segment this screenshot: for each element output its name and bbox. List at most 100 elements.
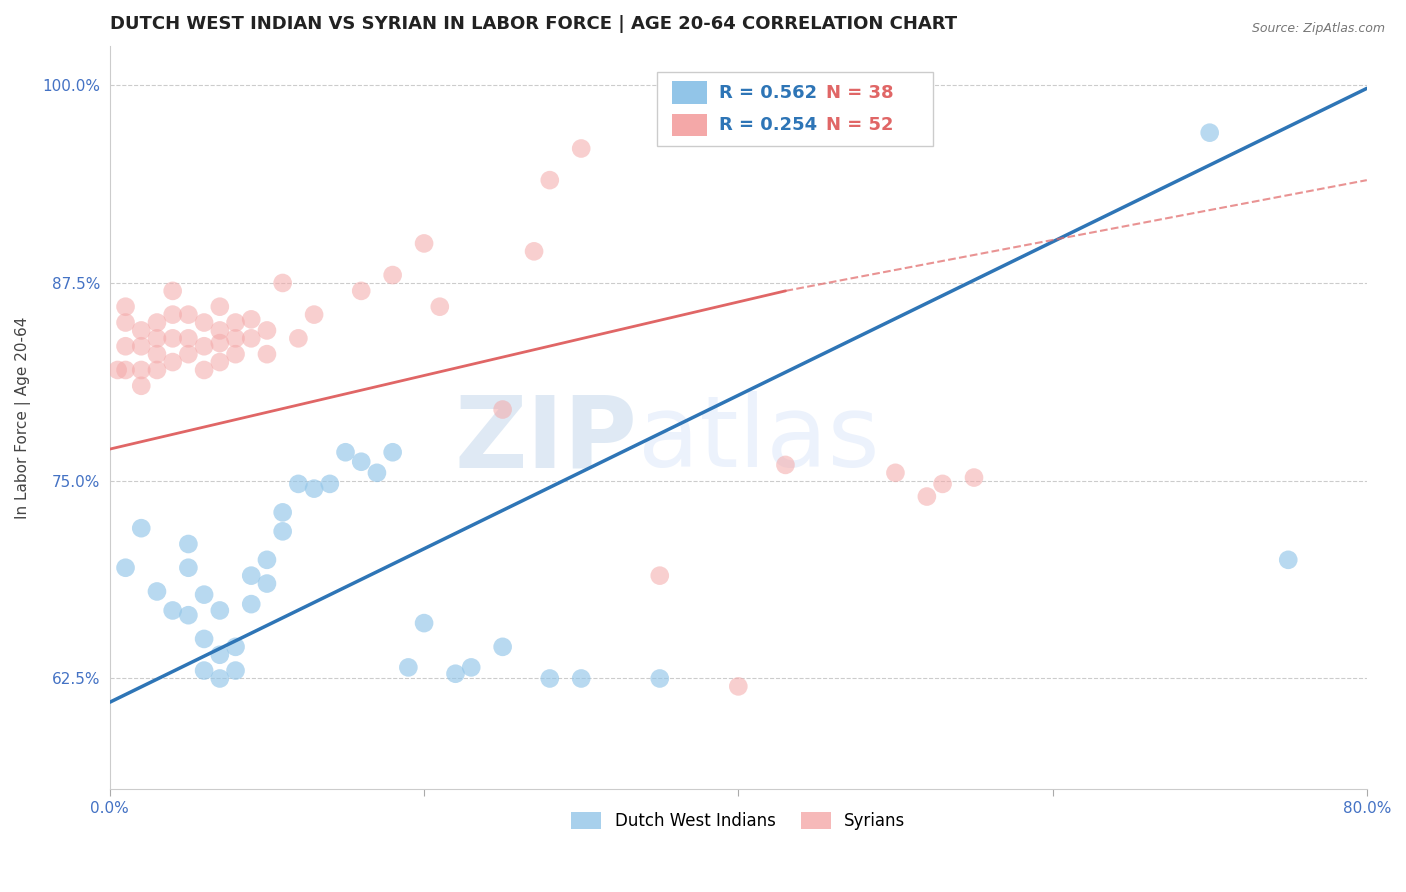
Point [538, 672, 561, 686]
Text: DUTCH WEST INDIAN VS SYRIAN IN LABOR FORCE | AGE 20-64 CORRELATION CHART: DUTCH WEST INDIAN VS SYRIAN IN LABOR FOR… [110, 15, 957, 33]
Point [193, 339, 215, 353]
Point [193, 588, 215, 602]
Point [523, 244, 546, 259]
Point [491, 640, 513, 654]
Point [350, 284, 373, 298]
Point [114, 339, 136, 353]
Text: R = 0.562: R = 0.562 [720, 84, 818, 102]
Point [396, 660, 419, 674]
Point [648, 568, 671, 582]
FancyBboxPatch shape [657, 71, 934, 146]
Point [129, 323, 152, 337]
FancyBboxPatch shape [672, 81, 707, 103]
Point [162, 355, 184, 369]
Point [429, 300, 451, 314]
Point [350, 455, 373, 469]
Point [256, 576, 278, 591]
Point [884, 466, 907, 480]
Point [381, 268, 404, 282]
Point [569, 672, 592, 686]
Point [129, 339, 152, 353]
Point [146, 316, 169, 330]
Text: atlas: atlas [638, 392, 879, 488]
Point [107, 363, 129, 377]
Point [413, 236, 436, 251]
Text: ZIP: ZIP [456, 392, 638, 488]
Point [225, 640, 247, 654]
Point [208, 300, 231, 314]
Point [963, 470, 986, 484]
Point [114, 300, 136, 314]
Point [177, 347, 200, 361]
Point [208, 672, 231, 686]
Point [114, 316, 136, 330]
Point [208, 603, 231, 617]
Point [240, 568, 263, 582]
Point [271, 505, 294, 519]
Point [162, 603, 184, 617]
Point [240, 312, 263, 326]
Point [208, 323, 231, 337]
Point [413, 616, 436, 631]
Point [727, 679, 749, 693]
Point [915, 490, 938, 504]
Point [146, 584, 169, 599]
Point [287, 476, 309, 491]
Point [162, 308, 184, 322]
Point [146, 363, 169, 377]
Point [287, 331, 309, 345]
Point [208, 648, 231, 662]
Point [225, 664, 247, 678]
Point [256, 347, 278, 361]
Point [114, 363, 136, 377]
Point [381, 445, 404, 459]
Point [208, 355, 231, 369]
Text: N = 38: N = 38 [827, 84, 894, 102]
Point [146, 347, 169, 361]
Point [491, 402, 513, 417]
Point [1198, 126, 1220, 140]
Point [225, 347, 247, 361]
Point [256, 323, 278, 337]
Point [162, 331, 184, 345]
Point [129, 521, 152, 535]
Point [225, 316, 247, 330]
Point [193, 316, 215, 330]
Point [460, 660, 482, 674]
Point [302, 482, 325, 496]
Point [129, 363, 152, 377]
Point [1277, 553, 1299, 567]
Point [114, 560, 136, 574]
Point [444, 666, 467, 681]
Point [335, 445, 357, 459]
Point [271, 276, 294, 290]
Point [177, 560, 200, 574]
Point [129, 379, 152, 393]
Point [225, 331, 247, 345]
Point [193, 632, 215, 646]
Point [177, 608, 200, 623]
Text: Source: ZipAtlas.com: Source: ZipAtlas.com [1251, 22, 1385, 36]
Point [302, 308, 325, 322]
Y-axis label: In Labor Force | Age 20-64: In Labor Force | Age 20-64 [15, 317, 31, 518]
Point [177, 537, 200, 551]
Point [538, 173, 561, 187]
Point [177, 331, 200, 345]
Point [271, 524, 294, 539]
Point [162, 284, 184, 298]
Point [208, 336, 231, 351]
Point [177, 308, 200, 322]
Point [775, 458, 797, 472]
Point [146, 331, 169, 345]
Point [569, 141, 592, 155]
Point [366, 466, 388, 480]
Point [319, 476, 342, 491]
Point [193, 363, 215, 377]
Point [240, 597, 263, 611]
Point [931, 476, 953, 491]
FancyBboxPatch shape [672, 114, 707, 136]
Legend: Dutch West Indians, Syrians: Dutch West Indians, Syrians [565, 805, 912, 837]
Text: N = 52: N = 52 [827, 116, 894, 134]
Point [648, 672, 671, 686]
Point [256, 553, 278, 567]
